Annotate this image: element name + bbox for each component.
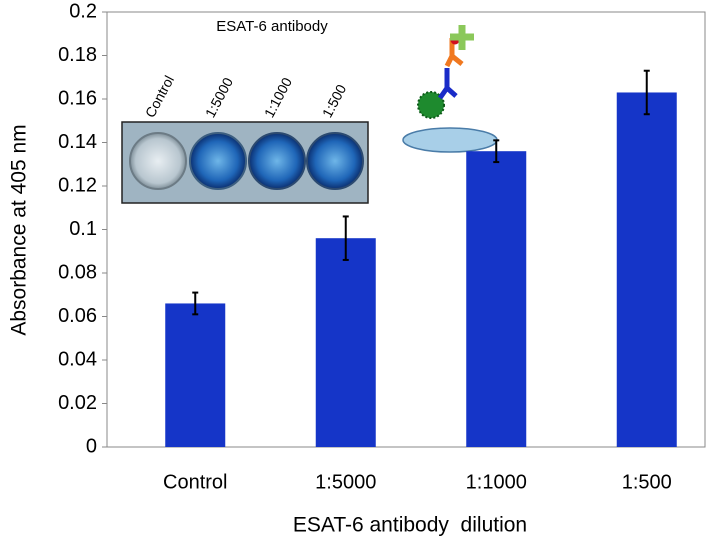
bar: [466, 151, 527, 447]
y-tick-label: 0.04: [58, 348, 97, 370]
inset-label: 1:5000: [202, 75, 236, 121]
x-tick-label: Control: [163, 471, 227, 493]
bar: [315, 238, 376, 447]
inset-label: Control: [142, 73, 177, 120]
y-tick-label: 0.16: [58, 87, 97, 109]
x-axis-label: ESAT-6 antibody dilution: [293, 514, 527, 537]
y-tick-label: 0.08: [58, 261, 97, 283]
error-bar: [342, 215, 349, 261]
y-axis-label: Absorbance at 405 nm: [8, 124, 31, 335]
bar: [165, 303, 226, 447]
antibody-diagram: [402, 25, 498, 153]
inset-title: ESAT-6 antibody: [216, 18, 328, 35]
inset-photo: [121, 121, 369, 204]
y-tick-label: 0.12: [58, 174, 97, 196]
y-tick-label: 0.2: [69, 0, 97, 22]
inset-label: 1:1000: [261, 75, 295, 121]
x-tick-label: 1:500: [622, 471, 672, 493]
x-tick-label: 1:1000: [466, 471, 527, 493]
inset-label: 1:500: [319, 82, 350, 121]
y-tick-label: 0.18: [58, 44, 97, 66]
y-tick-label: 0: [86, 435, 97, 457]
error-bar: [643, 69, 650, 116]
x-tick-label: 1:5000: [315, 471, 376, 493]
y-tick-label: 0.1: [69, 218, 97, 240]
bar: [616, 92, 677, 447]
error-bar: [192, 291, 199, 316]
y-tick-label: 0.14: [58, 131, 97, 153]
y-tick-label: 0.02: [58, 392, 97, 414]
y-tick-label: 0.06: [58, 305, 97, 327]
error-bar: [493, 139, 500, 164]
